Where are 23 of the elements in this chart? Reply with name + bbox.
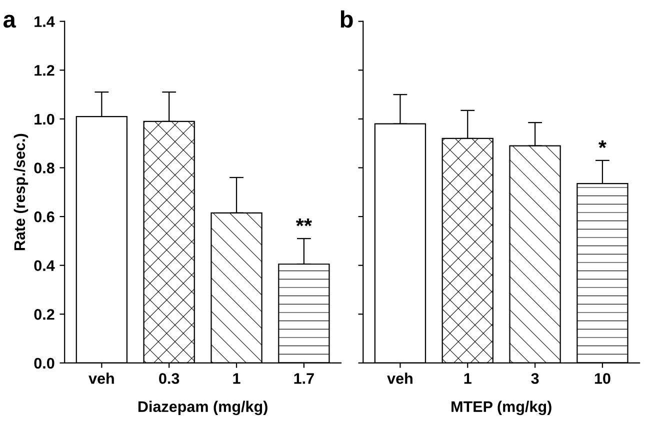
chart-title: a <box>3 14 16 28</box>
x-tick-label: veh <box>387 372 412 384</box>
x-tick-label: 3 <box>531 373 539 384</box>
x-tick-label: 0.3 <box>159 373 180 384</box>
y-tick-label: 1.2 <box>34 65 54 76</box>
x-tick-label: veh <box>88 372 114 384</box>
y-tick-label: 1.4 <box>34 16 55 27</box>
y-tick-label: 0.6 <box>34 211 54 222</box>
y-tick-label: 0.4 <box>34 260 55 272</box>
y-axis-title: Rate (resp./sec.) <box>14 134 28 250</box>
x-tick-label: 1.7 <box>294 373 314 384</box>
y-tick-label: 0.8 <box>34 162 54 174</box>
annotation: * <box>598 140 606 148</box>
chart-title: b <box>340 10 353 28</box>
y-tick-label: 1.0 <box>34 114 54 125</box>
x-tick-label: 1 <box>233 373 240 384</box>
x-tick-label: 10 <box>594 373 610 384</box>
x-axis-title: Diazepam (mg/kg) <box>138 400 268 416</box>
annotation: ** <box>296 218 312 226</box>
x-tick-label: 1 <box>464 373 472 384</box>
y-tick-label: 0.2 <box>34 309 54 320</box>
x-axis-title: MTEP (mg/kg) <box>452 400 552 416</box>
y-tick-label: 0.0 <box>34 358 54 369</box>
